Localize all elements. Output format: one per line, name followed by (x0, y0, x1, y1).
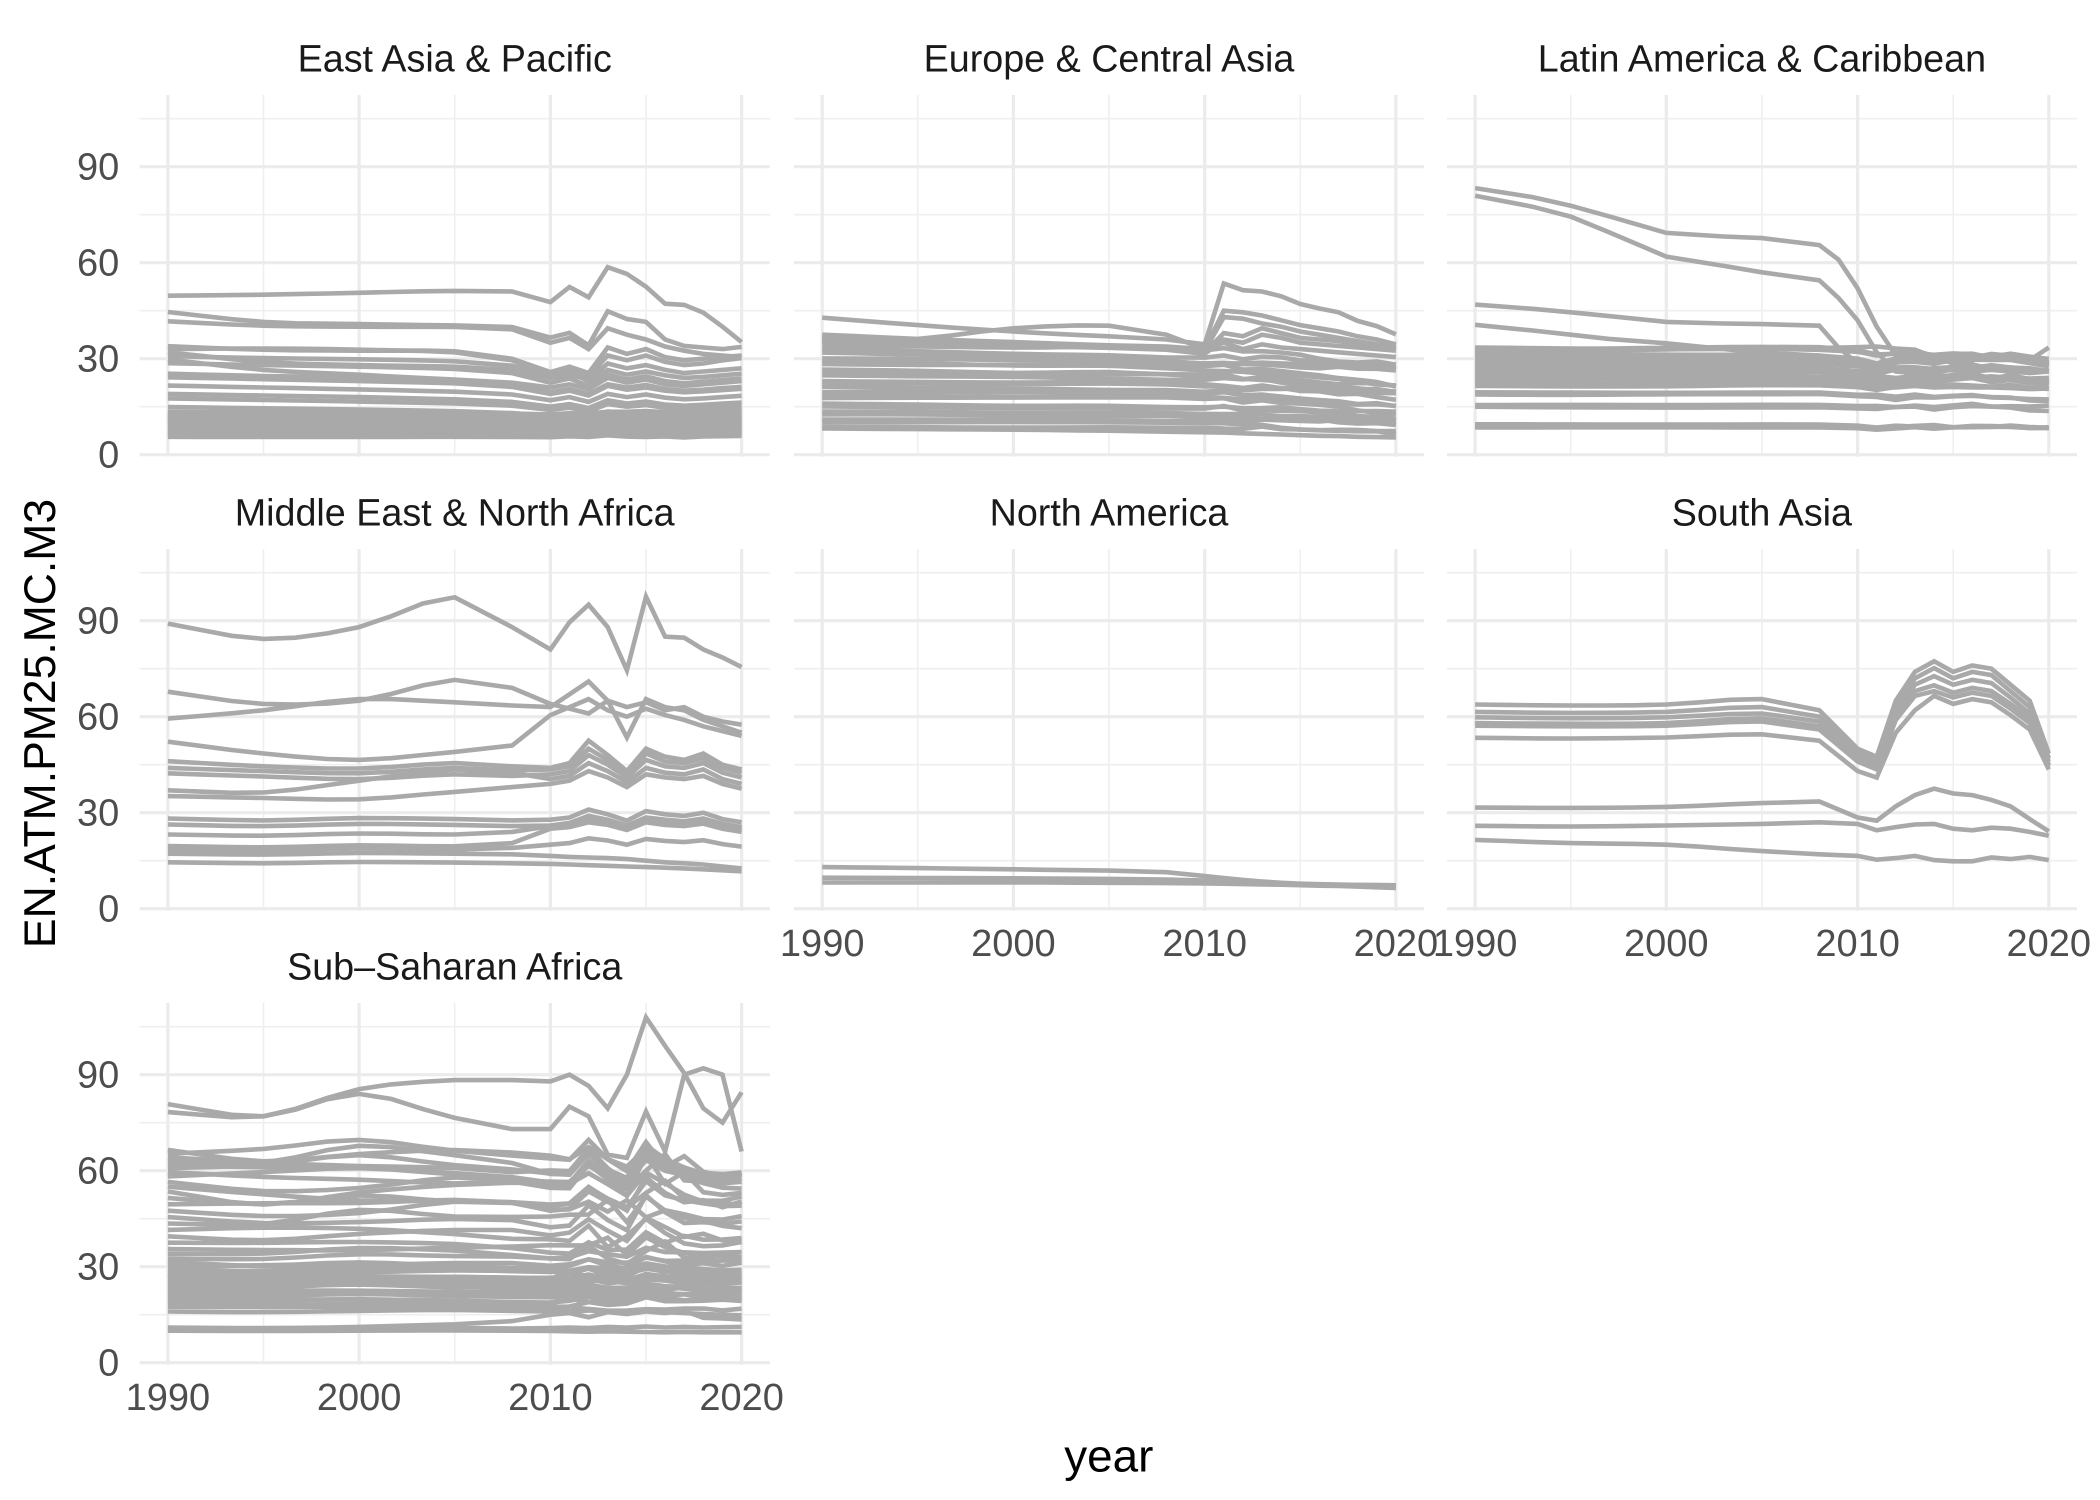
svg-text:EN.ATM.PM25.MC.M3: EN.ATM.PM25.MC.M3 (16, 499, 65, 948)
svg-text:East Asia & Pacific: East Asia & Pacific (298, 38, 612, 80)
svg-text:2000: 2000 (317, 1377, 402, 1419)
svg-text:2020: 2020 (1354, 923, 1439, 965)
svg-text:2000: 2000 (1624, 923, 1709, 965)
svg-text:90: 90 (77, 601, 119, 643)
svg-text:2010: 2010 (1815, 923, 1900, 965)
svg-text:1990: 1990 (126, 1377, 211, 1419)
svg-text:2020: 2020 (2007, 923, 2092, 965)
svg-text:Latin America & Caribbean: Latin America & Caribbean (1538, 38, 1986, 80)
svg-text:30: 30 (77, 339, 119, 381)
svg-text:60: 60 (77, 243, 119, 285)
svg-text:90: 90 (77, 147, 119, 189)
svg-text:2020: 2020 (699, 1377, 784, 1419)
svg-text:Middle East & North Africa: Middle East & North Africa (235, 492, 675, 534)
svg-text:90: 90 (77, 1055, 119, 1097)
svg-text:2010: 2010 (508, 1377, 593, 1419)
svg-text:60: 60 (77, 697, 119, 739)
svg-text:2010: 2010 (1162, 923, 1247, 965)
svg-text:South Asia: South Asia (1672, 492, 1852, 534)
svg-text:year: year (1064, 1431, 1153, 1482)
svg-text:Sub–Saharan Africa: Sub–Saharan Africa (287, 946, 622, 988)
svg-text:30: 30 (77, 793, 119, 835)
svg-text:0: 0 (98, 435, 119, 477)
svg-text:1990: 1990 (780, 923, 865, 965)
svg-text:North America: North America (990, 492, 1229, 534)
svg-text:Europe & Central Asia: Europe & Central Asia (924, 38, 1295, 80)
svg-text:0: 0 (98, 889, 119, 931)
svg-text:30: 30 (77, 1247, 119, 1289)
svg-text:60: 60 (77, 1151, 119, 1193)
svg-text:2000: 2000 (971, 923, 1056, 965)
svg-text:1990: 1990 (1433, 923, 1518, 965)
svg-text:0: 0 (98, 1343, 119, 1385)
